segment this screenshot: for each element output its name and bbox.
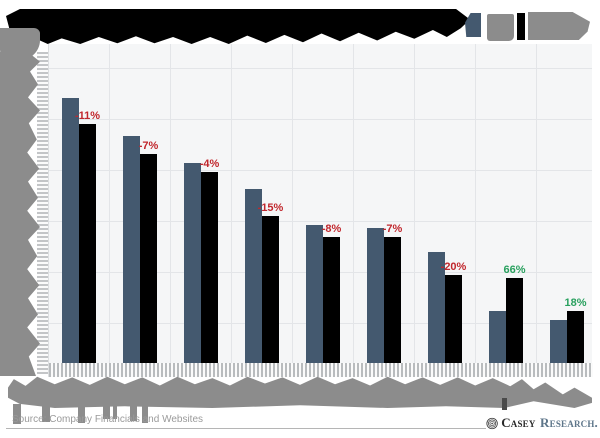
- legend-swatch-blue: [465, 13, 481, 37]
- redaction-drip: [142, 404, 148, 423]
- redaction-drip: [502, 398, 507, 414]
- redaction-drip: [113, 404, 117, 419]
- redacted-chart-title: [6, 9, 470, 44]
- bar-series1-cat6: [367, 228, 384, 364]
- bar-series2-cat2: [140, 154, 157, 364]
- redaction-drip: [13, 404, 21, 424]
- redaction-stripes-y-axis: [37, 52, 48, 374]
- legend-swatch-black: [517, 13, 525, 40]
- bar-series1-cat4: [245, 189, 262, 364]
- bar-series1-cat2: [123, 136, 140, 364]
- bar-series1-cat3: [184, 163, 201, 364]
- bar-series1-cat9: [550, 320, 567, 364]
- redacted-legend-label: [487, 14, 514, 41]
- bar-series1-cat1: [62, 98, 79, 364]
- casey-research-logo: Casey Research.: [486, 410, 598, 436]
- bar-series2-cat3: [201, 172, 218, 364]
- plot-area: -11% -7% -4% -15% -8% -7% -20% 66% 18%: [48, 44, 593, 377]
- change-label-cat1: -11%: [74, 110, 101, 122]
- change-label-cat6: -7%: [382, 223, 403, 235]
- redaction-drip: [130, 404, 137, 421]
- redaction-drip: [103, 404, 110, 419]
- source-note: Source: Company Financials and Websites: [12, 414, 204, 425]
- redaction-drip: [78, 404, 85, 423]
- bar-series1-cat7: [428, 252, 445, 364]
- bar-series2-cat9: [567, 311, 584, 364]
- redaction-drip: [42, 404, 50, 422]
- bar-series2-cat6: [384, 237, 401, 364]
- redaction-stripes-x-axis: [49, 363, 593, 377]
- bar-series2-cat1: [79, 124, 96, 364]
- change-label-cat7: -20%: [440, 261, 467, 273]
- change-label-cat8: 66%: [503, 264, 526, 276]
- bar-series2-cat5: [323, 237, 340, 364]
- brand-word-research: Research.: [540, 415, 598, 430]
- footer-divider: [6, 428, 594, 429]
- bar-series1-cat5: [306, 225, 323, 364]
- bar-series2-cat4: [262, 216, 279, 364]
- change-label-cat4: -15%: [257, 202, 284, 214]
- change-label-cat9: 18%: [564, 297, 587, 309]
- redacted-y-axis-labels: [0, 52, 40, 376]
- bar-series2-cat8: [506, 278, 523, 364]
- bar-series1-cat8: [489, 311, 506, 364]
- change-label-cat5: -8%: [321, 223, 342, 235]
- spiral-logo-icon: [486, 417, 498, 429]
- change-label-cat2: -7%: [138, 140, 159, 152]
- brand-word-casey: Casey: [501, 415, 536, 430]
- bar-series2-cat7: [445, 275, 462, 364]
- redacted-legend-label: [528, 12, 590, 40]
- change-label-cat3: -4%: [199, 158, 220, 170]
